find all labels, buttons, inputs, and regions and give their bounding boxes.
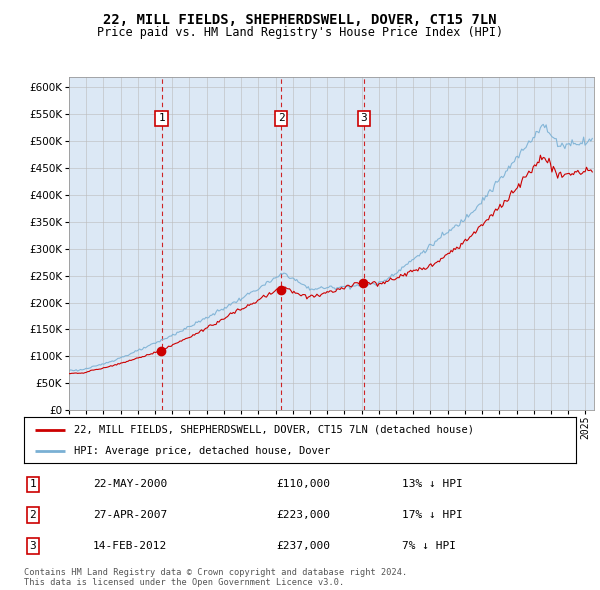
Text: 22, MILL FIELDS, SHEPHERDSWELL, DOVER, CT15 7LN (detached house): 22, MILL FIELDS, SHEPHERDSWELL, DOVER, C… [74, 425, 473, 435]
Text: 17% ↓ HPI: 17% ↓ HPI [402, 510, 463, 520]
Text: 2: 2 [29, 510, 37, 520]
Text: 22, MILL FIELDS, SHEPHERDSWELL, DOVER, CT15 7LN: 22, MILL FIELDS, SHEPHERDSWELL, DOVER, C… [103, 13, 497, 27]
Text: 14-FEB-2012: 14-FEB-2012 [93, 541, 167, 550]
Text: Price paid vs. HM Land Registry's House Price Index (HPI): Price paid vs. HM Land Registry's House … [97, 26, 503, 39]
Text: £237,000: £237,000 [276, 541, 330, 550]
Text: 2: 2 [278, 113, 284, 123]
Text: £223,000: £223,000 [276, 510, 330, 520]
Text: 3: 3 [29, 541, 37, 550]
Text: 1: 1 [29, 480, 37, 489]
Text: 7% ↓ HPI: 7% ↓ HPI [402, 541, 456, 550]
Text: This data is licensed under the Open Government Licence v3.0.: This data is licensed under the Open Gov… [24, 578, 344, 587]
Text: £110,000: £110,000 [276, 480, 330, 489]
Text: 1: 1 [158, 113, 165, 123]
Text: 22-MAY-2000: 22-MAY-2000 [93, 480, 167, 489]
Text: 13% ↓ HPI: 13% ↓ HPI [402, 480, 463, 489]
Text: Contains HM Land Registry data © Crown copyright and database right 2024.: Contains HM Land Registry data © Crown c… [24, 568, 407, 576]
Text: 3: 3 [361, 113, 367, 123]
Text: 27-APR-2007: 27-APR-2007 [93, 510, 167, 520]
Text: HPI: Average price, detached house, Dover: HPI: Average price, detached house, Dove… [74, 445, 330, 455]
